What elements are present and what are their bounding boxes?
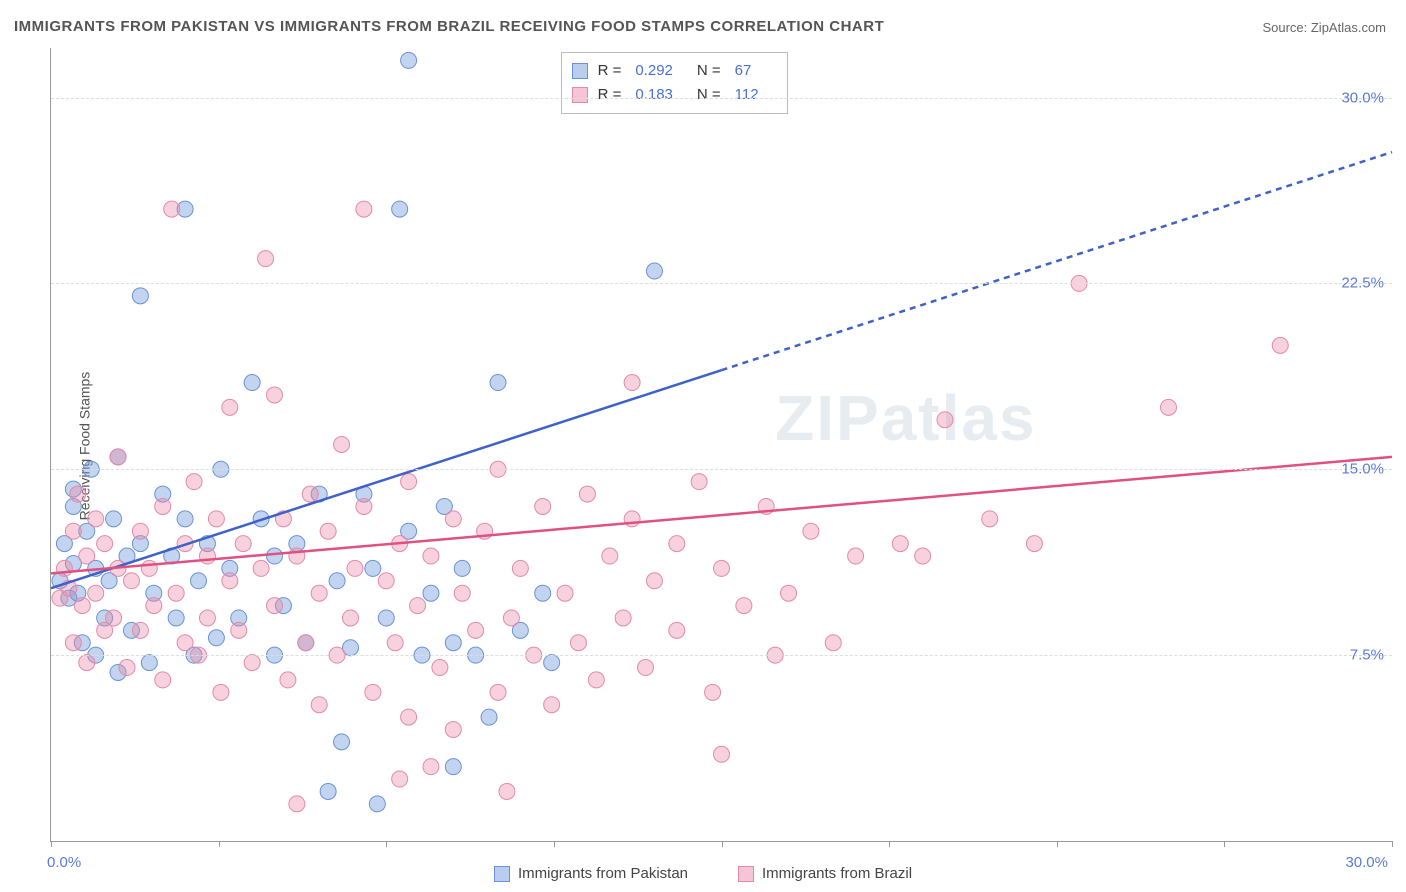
legend-label-1: Immigrants from Pakistan [518,865,688,882]
y-grid-label: 22.5% [1341,275,1384,292]
legend-swatch-2 [738,866,754,882]
source-label: Source: ZipAtlas.com [1262,20,1386,35]
legend-item-2: Immigrants from Brazil [738,865,912,882]
y-grid-label: 30.0% [1341,89,1384,106]
chart-title: IMMIGRANTS FROM PAKISTAN VS IMMIGRANTS F… [14,18,884,35]
y-grid-label: 7.5% [1350,647,1384,664]
series-legend: Immigrants from Pakistan Immigrants from… [0,865,1406,882]
legend-item-1: Immigrants from Pakistan [494,865,688,882]
y-grid-label: 15.0% [1341,461,1384,478]
legend-swatch-1 [494,866,510,882]
scatter-plot: ZIPatlas R = 0.292 N = 67 R = 0.183 N = … [50,48,1392,842]
legend-label-2: Immigrants from Brazil [762,865,912,882]
plot-svg [51,48,1392,841]
